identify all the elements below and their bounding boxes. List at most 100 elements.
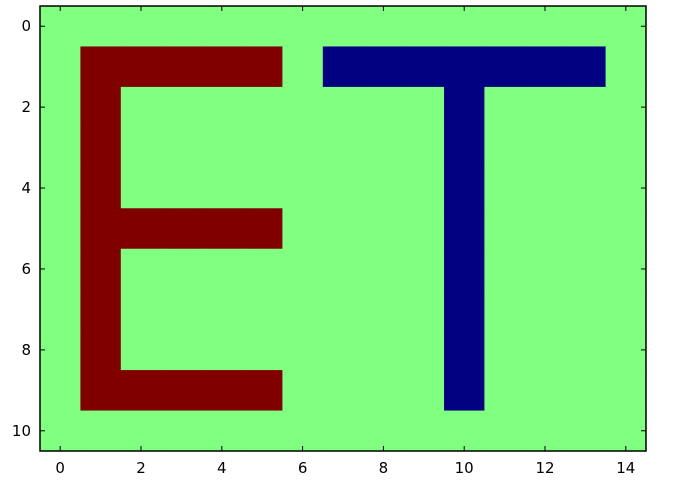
heatmap-cell <box>403 167 445 209</box>
heatmap-cell <box>605 86 647 128</box>
heatmap-cell <box>605 6 647 48</box>
heatmap-cell <box>403 248 445 290</box>
heatmap-cell <box>40 329 81 371</box>
heatmap-cell <box>565 46 607 88</box>
heatmap-cell <box>363 86 405 128</box>
heatmap-cell <box>403 410 445 452</box>
heatmap-cell <box>161 370 203 412</box>
heatmap-cell <box>565 6 607 48</box>
heatmap-cell <box>444 289 485 331</box>
heatmap-cell <box>201 289 243 331</box>
axes-frame <box>39 5 647 452</box>
heatmap-cell <box>524 46 566 88</box>
heatmap-cell <box>201 329 243 371</box>
heatmap-cell <box>40 370 81 412</box>
heatmap-cell <box>444 6 485 48</box>
heatmap-cell <box>242 248 283 290</box>
heatmap-cell <box>363 289 405 331</box>
heatmap-cell <box>484 329 526 371</box>
heatmap-cell <box>120 127 162 169</box>
x-tick-label: 6 <box>298 459 308 477</box>
heatmap-cell <box>605 329 647 371</box>
heatmap-cell <box>201 410 243 452</box>
heatmap-cell <box>282 248 324 290</box>
heatmap-cell <box>524 167 566 209</box>
heatmap-cell <box>444 370 485 412</box>
heatmap-cell <box>161 127 203 169</box>
heatmap-cell <box>484 6 526 48</box>
heatmap-cell <box>242 370 283 412</box>
heatmap-cell <box>80 208 122 250</box>
heatmap-cell <box>80 167 122 209</box>
heatmap-cell <box>161 329 203 371</box>
heatmap-cell <box>444 86 485 128</box>
heatmap-cell <box>201 127 243 169</box>
heatmap-cell <box>201 6 243 48</box>
heatmap-cell <box>322 289 364 331</box>
heatmap-cell <box>403 46 445 88</box>
heatmap-cell <box>484 248 526 290</box>
heatmap-cell <box>322 127 364 169</box>
heatmap-cell <box>120 86 162 128</box>
heatmap-cell <box>161 248 203 290</box>
heatmap-cell <box>565 167 607 209</box>
heatmap-cell <box>242 6 283 48</box>
heatmap-cell <box>80 86 122 128</box>
x-tick-label: 14 <box>616 459 635 477</box>
heatmap-cell <box>565 410 607 452</box>
x-tick-label: 4 <box>217 459 227 477</box>
heatmap-cell <box>242 289 283 331</box>
heatmap-cell <box>161 410 203 452</box>
heatmap-cell <box>282 329 324 371</box>
heatmap-cell <box>484 127 526 169</box>
heatmap-cell <box>322 248 364 290</box>
heatmap-cell <box>322 167 364 209</box>
heatmap-cell <box>80 289 122 331</box>
x-tick-label: 8 <box>379 459 389 477</box>
heatmap-cell <box>524 248 566 290</box>
heatmap-cell <box>80 410 122 452</box>
heatmap-cell <box>242 167 283 209</box>
heatmap-cell <box>444 46 485 88</box>
heatmap-cell <box>565 248 607 290</box>
heatmap-cell <box>242 86 283 128</box>
heatmap-cell <box>565 289 607 331</box>
heatmap-cell <box>282 167 324 209</box>
x-tick-labels: 0 2 4 6 8 10 12 14 <box>55 459 635 477</box>
heatmap-cell <box>484 46 526 88</box>
heatmap-cell <box>444 329 485 371</box>
heatmap-cell <box>605 410 647 452</box>
heatmap-cell <box>605 208 647 250</box>
heatmap-cell <box>161 208 203 250</box>
heatmap-cell <box>444 167 485 209</box>
heatmap-cell <box>40 208 81 250</box>
heatmap-cell <box>80 46 122 88</box>
heatmap-cell <box>403 6 445 48</box>
heatmap-cell <box>40 46 81 88</box>
heatmap-cell <box>201 248 243 290</box>
heatmap-cell <box>524 329 566 371</box>
heatmap-cell <box>80 127 122 169</box>
heatmap-cell <box>363 410 405 452</box>
heatmap-cell <box>40 410 81 452</box>
heatmap-cell <box>120 167 162 209</box>
heatmap-cell <box>242 329 283 371</box>
heatmap-cell <box>120 248 162 290</box>
heatmap-cell <box>524 289 566 331</box>
heatmap-cell <box>605 289 647 331</box>
heatmap-cell <box>80 329 122 371</box>
heatmap-cell <box>40 248 81 290</box>
heatmap-cell <box>605 248 647 290</box>
heatmap-cell <box>524 208 566 250</box>
y-tick-label: 4 <box>21 179 31 197</box>
heatmap-cell <box>484 370 526 412</box>
heatmap-cell <box>322 86 364 128</box>
heatmap-cell <box>403 289 445 331</box>
heatmap-cell <box>484 86 526 128</box>
heatmap-cell <box>242 127 283 169</box>
heatmap-cell <box>282 127 324 169</box>
heatmap-cell <box>363 6 405 48</box>
y-tick-label: 0 <box>21 17 31 35</box>
heatmap-cell <box>565 127 607 169</box>
